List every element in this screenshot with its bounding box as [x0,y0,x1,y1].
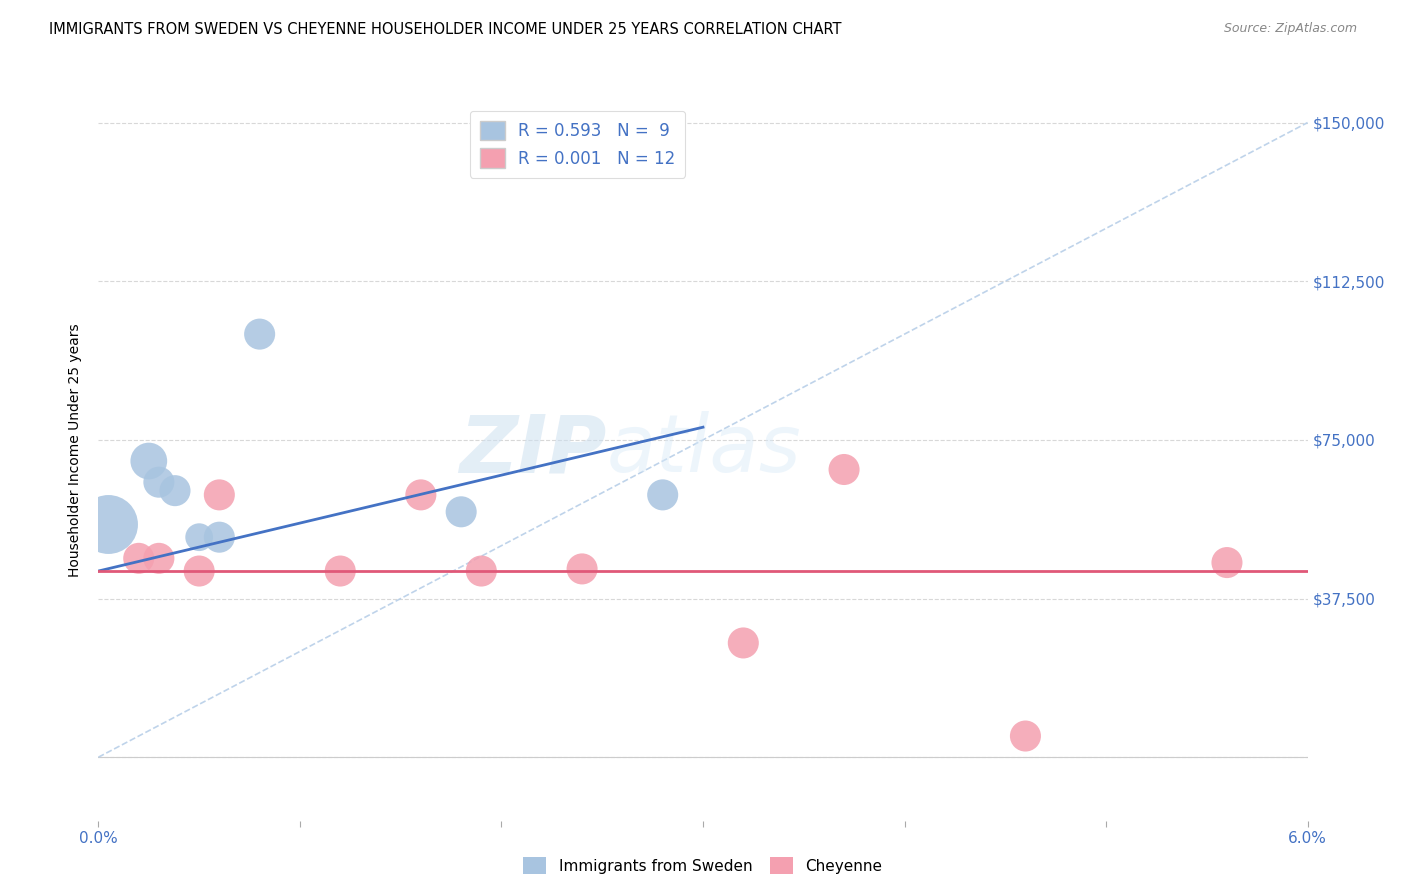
Y-axis label: Householder Income Under 25 years: Householder Income Under 25 years [69,324,83,577]
Legend: R = 0.593   N =  9, R = 0.001   N = 12: R = 0.593 N = 9, R = 0.001 N = 12 [470,111,685,178]
Point [1014,729,1036,743]
Legend: Immigrants from Sweden, Cheyenne: Immigrants from Sweden, Cheyenne [517,851,889,880]
Text: ZIP: ZIP [458,411,606,490]
Text: Source: ZipAtlas.com: Source: ZipAtlas.com [1223,22,1357,36]
Point [249,327,271,342]
Point [571,562,593,576]
Point [148,475,170,490]
Point [188,564,211,578]
Point [163,483,186,498]
Point [832,462,855,476]
Point [651,488,673,502]
Text: atlas: atlas [606,411,801,490]
Point [148,551,170,566]
Point [208,488,231,502]
Point [1216,556,1239,570]
Point [188,530,211,544]
Point [470,564,492,578]
Point [97,517,120,532]
Point [329,564,352,578]
Point [450,505,472,519]
Text: IMMIGRANTS FROM SWEDEN VS CHEYENNE HOUSEHOLDER INCOME UNDER 25 YEARS CORRELATION: IMMIGRANTS FROM SWEDEN VS CHEYENNE HOUSE… [49,22,842,37]
Point [138,454,160,468]
Point [208,530,231,544]
Point [128,551,150,566]
Point [733,636,755,650]
Point [409,488,432,502]
